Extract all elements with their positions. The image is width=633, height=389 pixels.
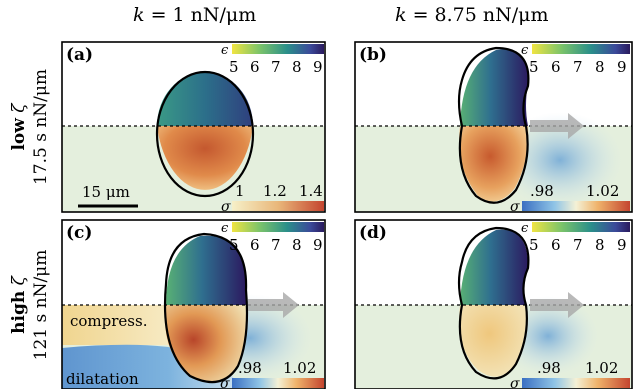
cell-outline-c <box>163 232 249 384</box>
epsilon-tick: 5 <box>229 58 239 76</box>
sigma-tick: 1.2 <box>263 182 287 200</box>
sigma-ticks-d: .98 1.02 <box>537 359 618 377</box>
epsilon-tick: 9 <box>313 58 323 76</box>
cell-top-strain-a <box>157 72 253 126</box>
panel-frame-c <box>61 219 326 389</box>
cell-outline-b <box>457 46 530 204</box>
panel-tag-b: (b) <box>359 45 387 65</box>
column-title-stiff: k = 8.75 nN/μm <box>395 4 549 26</box>
epsilon-tick: 7 <box>271 236 281 254</box>
panel-c: (c) compress. dilatation ϵ 5 6 7 8 9 σ .… <box>61 219 326 389</box>
cell-bottom-stress-b <box>459 126 529 202</box>
cell-outline-d <box>457 226 530 380</box>
sigma-symbol-c: σ <box>220 376 230 389</box>
panel-frame-a <box>61 41 326 213</box>
cell-bottom-stress-c <box>165 305 247 383</box>
panel-a: (a) 15 μm ϵ 5 6 7 8 9 σ 1 1.2 1.4 <box>61 41 326 215</box>
panel-d: (d) ϵ 5 6 7 8 9 σ .98 1.02 <box>354 219 633 389</box>
sigma-symbol-a: σ <box>221 199 231 215</box>
migration-arrow-c <box>248 292 299 318</box>
epsilon-tick: 6 <box>250 58 260 76</box>
epsilon-tick: 6 <box>250 236 260 254</box>
cell-bottom-stress-d <box>459 305 527 377</box>
sigma-tick: .98 <box>537 359 561 377</box>
sigma-tick: 1.4 <box>299 182 323 200</box>
scalebar-label-a: 15 μm <box>82 183 130 201</box>
epsilon-colorbar-c <box>232 222 324 232</box>
epsilon-tick: 5 <box>229 236 239 254</box>
sigma-tick: .98 <box>238 359 262 377</box>
panel-b: (b) ϵ 5 6 7 8 9 σ .98 1.02 <box>354 41 633 215</box>
epsilon-ticks-a: 5 6 7 8 9 <box>229 58 323 76</box>
column-title-soft: k = 1 nN/μm <box>133 4 257 26</box>
panel-tag-a: (a) <box>66 45 93 65</box>
cell-top-strain-c <box>166 235 246 305</box>
sigma-colorbar-a <box>232 201 324 211</box>
cell-outline-a <box>155 70 255 198</box>
sigma-ticks-b: .98 1.02 <box>530 182 619 200</box>
epsilon-tick: 5 <box>529 236 539 254</box>
migration-arrow-b <box>530 113 584 139</box>
sigma-symbol-d: σ <box>510 376 520 389</box>
epsilon-symbol-b: ϵ <box>521 43 529 58</box>
sigma-colorbar-c <box>232 378 324 388</box>
sigma-colorbar-b <box>522 201 630 211</box>
epsilon-symbol-c: ϵ <box>221 221 229 236</box>
dilatation-wake-b <box>498 112 622 208</box>
sigma-tick: 1.02 <box>586 182 619 200</box>
epsilon-tick: 7 <box>573 58 583 76</box>
sigma-tick: 1.02 <box>585 359 618 377</box>
cell-bottom-stress-a <box>157 126 253 190</box>
epsilon-tick: 8 <box>292 236 302 254</box>
sigma-tick: 1 <box>235 182 245 200</box>
epsilon-tick: 6 <box>551 58 561 76</box>
panel-frame-d <box>354 219 633 389</box>
epsilon-tick: 5 <box>529 58 539 76</box>
migration-arrow-d <box>530 292 584 318</box>
panel-tag-d: (d) <box>359 223 387 243</box>
epsilon-colorbar-d <box>532 222 630 232</box>
epsilon-tick: 8 <box>292 58 302 76</box>
compression-zone-c <box>62 305 175 345</box>
sigma-symbol-b: σ <box>510 199 520 215</box>
panel-frame-b <box>354 41 633 213</box>
epsilon-tick: 8 <box>595 236 605 254</box>
epsilon-tick: 9 <box>617 236 627 254</box>
epsilon-tick: 8 <box>595 58 605 76</box>
epsilon-ticks-b: 5 6 7 8 9 <box>529 58 627 76</box>
sigma-tick: 1.02 <box>283 359 316 377</box>
epsilon-symbol-a: ϵ <box>221 43 229 58</box>
sigma-ticks-a: 1 1.2 1.4 <box>235 182 323 200</box>
epsilon-ticks-d: 5 6 7 8 9 <box>529 236 627 254</box>
cell-top-strain-b <box>460 49 528 126</box>
epsilon-tick: 7 <box>271 58 281 76</box>
epsilon-ticks-c: 5 6 7 8 9 <box>229 236 323 254</box>
epsilon-symbol-d: ϵ <box>521 221 529 236</box>
epsilon-tick: 9 <box>313 236 323 254</box>
sigma-tick: .98 <box>530 182 554 200</box>
compress-label-c: compress. <box>70 312 147 330</box>
epsilon-tick: 7 <box>573 236 583 254</box>
sigma-colorbar-d <box>522 378 630 388</box>
cell-top-strain-d <box>460 229 528 305</box>
epsilon-colorbar-b <box>532 44 630 54</box>
panel-tag-c: (c) <box>66 223 92 243</box>
epsilon-colorbar-a <box>232 44 324 54</box>
sigma-ticks-c: .98 1.02 <box>238 359 316 377</box>
epsilon-tick: 9 <box>617 58 627 76</box>
dilatation-label-c: dilatation <box>66 370 139 388</box>
epsilon-tick: 6 <box>551 236 561 254</box>
